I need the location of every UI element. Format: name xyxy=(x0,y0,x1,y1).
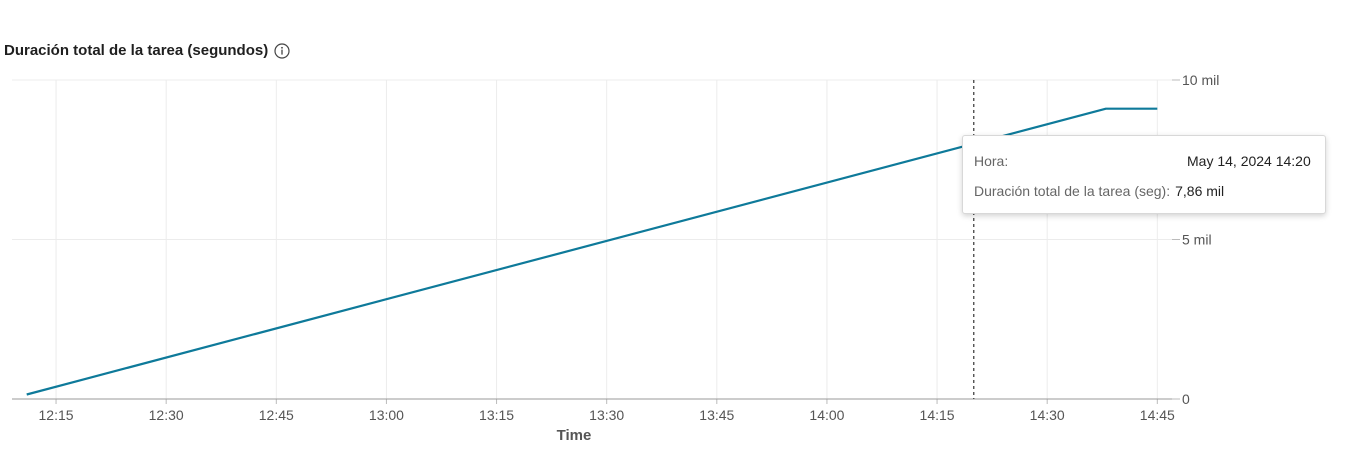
x-tick-label: 13:30 xyxy=(589,407,624,423)
tooltip-metric-value: 7,86 mil xyxy=(1175,183,1225,199)
tooltip-time-row: Hora: May 14, 2024 14:20 xyxy=(974,153,1315,169)
x-tick-label: 14:30 xyxy=(1030,407,1065,423)
y-tick-label: 10 mil xyxy=(1182,72,1219,88)
tooltip-metric-row: Duración total de la tarea (seg): 7,86 m… xyxy=(974,183,1315,199)
x-tick-label: 13:15 xyxy=(479,407,514,423)
tooltip-time-label: Hora: xyxy=(974,153,1009,169)
hover-tooltip: Hora: May 14, 2024 14:20 Duración total … xyxy=(962,135,1326,214)
series-line xyxy=(26,107,1158,396)
chart-title-text: Duración total de la tarea (segundos) xyxy=(4,42,269,59)
x-tick-label: 13:00 xyxy=(369,407,404,423)
x-tick-label: 12:45 xyxy=(259,407,294,423)
tooltip-time-value: May 14, 2024 14:20 xyxy=(1187,153,1311,169)
y-tick-label: 5 mil xyxy=(1182,232,1212,248)
x-tick-label: 12:15 xyxy=(39,407,74,423)
x-tick-label: 14:00 xyxy=(809,407,844,423)
y-tick-label: 0 xyxy=(1182,391,1190,407)
x-tick-label: 14:15 xyxy=(920,407,955,423)
chart-title: Duración total de la tarea (segundos) xyxy=(4,42,290,59)
x-axis-label: Time xyxy=(557,427,592,444)
x-tick-label: 14:45 xyxy=(1140,407,1175,423)
tooltip-metric-label: Duración total de la tarea (seg): xyxy=(974,183,1171,199)
x-tick-label: 13:45 xyxy=(699,407,734,423)
info-circle-icon[interactable] xyxy=(274,42,290,59)
x-tick-label: 12:30 xyxy=(149,407,184,423)
